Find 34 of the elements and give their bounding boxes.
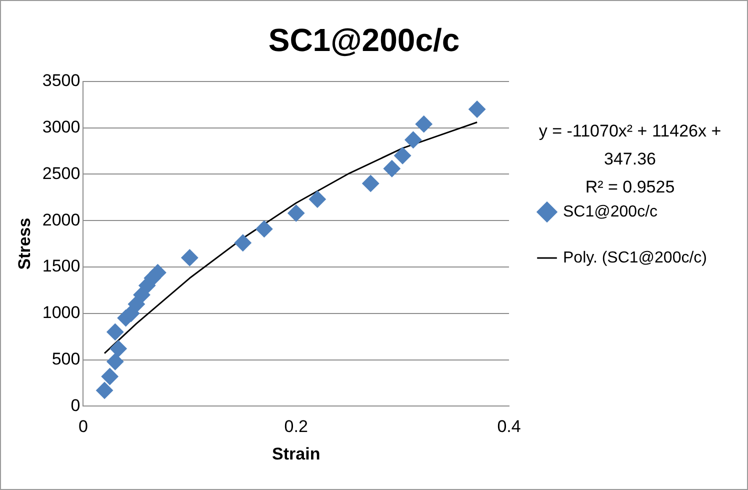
y-tick-label: 2500 — [42, 164, 80, 183]
point — [234, 234, 252, 252]
y-tick-label: 500 — [52, 349, 80, 368]
point — [394, 147, 412, 164]
x-tick-label: 0.4 — [497, 417, 521, 436]
y-tick-label: 2000 — [42, 210, 80, 230]
text: R² = 0.9525 — [585, 178, 675, 197]
y-tick-label: 1500 — [42, 256, 80, 276]
point — [106, 323, 124, 340]
legend-label: SC1@200c/c — [563, 203, 658, 220]
point — [256, 220, 273, 238]
x-tick-label: 0.2 — [284, 417, 308, 436]
y-tick-label: 0 — [70, 396, 80, 415]
y-tick-label: 1000 — [42, 303, 80, 322]
text: y = -11070x² + 11426x + 347.36 — [538, 122, 722, 169]
point — [181, 249, 198, 266]
point — [404, 131, 422, 148]
chart-title: SC1@200c/c — [268, 22, 460, 58]
point — [383, 160, 400, 178]
point — [101, 368, 118, 386]
y-axis-title: Stress — [14, 218, 34, 270]
y-tick-label: 3000 — [42, 117, 80, 136]
point — [110, 340, 127, 358]
point — [106, 353, 124, 370]
point — [288, 204, 305, 222]
point — [415, 116, 432, 133]
point — [308, 190, 326, 208]
point — [149, 264, 166, 282]
legend-label: Poly. (SC1@200c/c) — [563, 249, 708, 266]
x-axis-title: Strain — [272, 444, 320, 464]
y-tick-label: 3500 — [42, 71, 80, 90]
point — [468, 100, 486, 118]
point — [96, 382, 114, 399]
point — [362, 174, 380, 192]
